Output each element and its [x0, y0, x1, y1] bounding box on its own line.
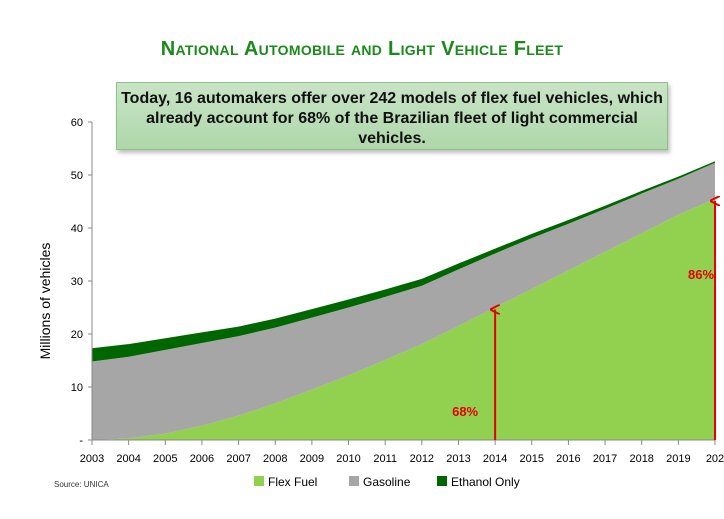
x-tick-label: 2019	[666, 453, 690, 465]
x-tick-label: 2013	[446, 453, 470, 465]
x-tick-label: 2012	[410, 453, 434, 465]
x-tick-label: 2005	[153, 453, 177, 465]
x-tick-label: 2008	[263, 453, 287, 465]
annotation-label: 68%	[452, 404, 478, 419]
y-tick-label: -	[79, 435, 83, 447]
x-tick-label: 2017	[593, 453, 617, 465]
legend-swatch	[254, 476, 264, 486]
legend-label: Gasoline	[363, 475, 411, 489]
x-tick-label: 2014	[483, 453, 507, 465]
x-tick-label: 2011	[373, 453, 397, 465]
y-tick-label: 60	[71, 117, 83, 129]
chart-title: National Automobile and Light Vehicle Fl…	[160, 38, 564, 60]
x-tick-label: 202	[706, 453, 724, 465]
x-tick-label: 2018	[629, 453, 653, 465]
x-tick-label: 2007	[226, 453, 250, 465]
series-area-gasoline	[92, 162, 715, 440]
y-axis-label: Millions of vehicles	[37, 243, 53, 360]
series-area-ethanol-only	[92, 161, 715, 362]
callout-box: Today, 16 automakers offer over 242 mode…	[116, 82, 668, 150]
x-tick-label: 2015	[520, 453, 544, 465]
series-area-flex-fuel	[92, 198, 715, 440]
y-tick-label: 50	[71, 170, 83, 182]
legend-label: Ethanol Only	[451, 475, 520, 489]
y-tick-label: 20	[71, 329, 83, 341]
x-tick-label: 2010	[336, 453, 360, 465]
y-tick-label: 40	[71, 223, 83, 235]
source-note: Source: UNICA	[54, 480, 109, 489]
legend-label: Flex Fuel	[268, 475, 317, 489]
x-tick-label: 2016	[556, 453, 580, 465]
y-tick-label: 30	[71, 276, 83, 288]
x-tick-label: 2004	[116, 453, 140, 465]
x-tick-label: 2006	[190, 453, 214, 465]
x-tick-label: 2009	[300, 453, 324, 465]
legend-swatch	[437, 476, 447, 486]
y-tick-label: 10	[71, 382, 83, 394]
annotation-label: 86%	[688, 267, 714, 282]
x-tick-label: 2003	[80, 453, 104, 465]
legend-swatch	[349, 476, 359, 486]
